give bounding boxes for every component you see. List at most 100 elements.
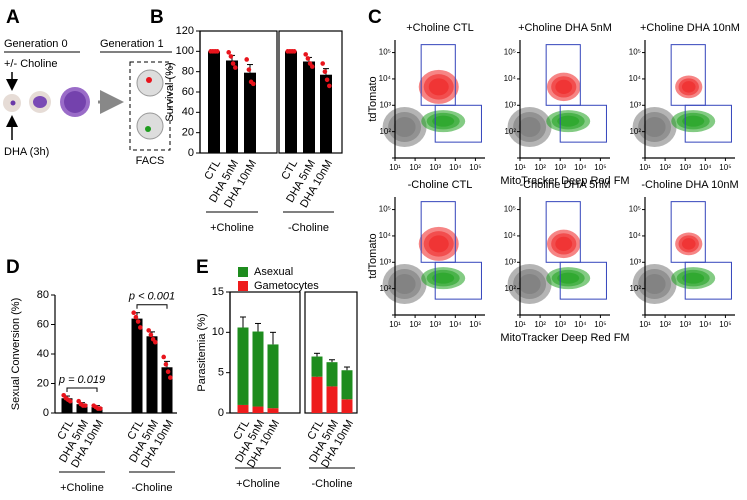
x-tick-label: 10³ xyxy=(679,320,691,329)
y-tick-label: 10⁵ xyxy=(504,205,516,214)
group-frame xyxy=(199,30,278,154)
data-point xyxy=(327,83,332,89)
y-tick-label: 10 xyxy=(212,326,224,338)
y-tick-label: 120 xyxy=(176,25,194,37)
facs-label: FACS xyxy=(136,155,165,167)
bar xyxy=(226,60,238,153)
flow-plot: +Choline DHA 5nM 10¹ 10² 10³ 10⁴ 10⁵ 10² 10³ 10⁴… xyxy=(500,22,629,187)
data-point xyxy=(135,319,141,324)
cell-cloud xyxy=(557,272,580,284)
data-point xyxy=(131,310,136,316)
data-point xyxy=(168,375,173,380)
cell-cloud xyxy=(432,115,455,127)
data-point xyxy=(165,369,171,375)
group-label: +Choline xyxy=(60,482,104,494)
x-tick-label: 10⁴ xyxy=(574,163,587,172)
cell-cloud xyxy=(555,236,573,251)
flow-plot: -Choline CTL 10¹ 10² 10³ 10⁴ 10⁵ 10² 10³ 10⁴ 10⁵ t… xyxy=(367,179,485,329)
y-tick-label: 10⁴ xyxy=(379,231,392,240)
data-point xyxy=(303,52,309,57)
y-tick-label: 10³ xyxy=(379,257,391,266)
panel-a: A Generation 0 Generation 1 +/- Choline … xyxy=(3,7,172,167)
marker xyxy=(145,126,151,132)
cell-cloud xyxy=(518,117,541,138)
data-point xyxy=(83,403,88,408)
gate xyxy=(684,104,732,143)
plot-title: +Choline DHA 10nM xyxy=(640,22,740,34)
generation-label: Generation 0 xyxy=(4,38,68,50)
significance-bracket xyxy=(136,304,168,309)
y-tick-label: 10⁵ xyxy=(629,48,641,57)
x-tick-label: 10² xyxy=(659,320,671,329)
bar-segment xyxy=(326,362,338,387)
x-tick-label: 10¹ xyxy=(514,163,526,172)
y-tick-label: 0 xyxy=(188,147,194,159)
y-tick-label: 80 xyxy=(37,289,49,301)
y-tick-label: 0 xyxy=(218,407,224,419)
bar xyxy=(303,61,315,153)
cell-cloud xyxy=(681,81,696,93)
panel-label: E xyxy=(196,257,209,278)
cell xyxy=(136,112,164,140)
data-point xyxy=(215,49,220,54)
cell xyxy=(136,69,164,97)
data-point xyxy=(68,398,73,404)
x-tick-label: 10² xyxy=(409,320,421,329)
bar-segment xyxy=(311,376,323,413)
flow-plot: -Choline DHA 10nM 10¹ 10² 10³ 10⁴ 10⁵ 10² 10³ 10… xyxy=(629,179,739,329)
x-tick-label: 10¹ xyxy=(514,320,526,329)
x-axis-label: MitoTracker Deep Red FM xyxy=(500,332,629,344)
y-tick-label: 10³ xyxy=(629,257,641,266)
y-axis-label: tdTomato xyxy=(367,233,379,278)
data-point xyxy=(163,362,169,367)
plot-title: +Choline DHA 5nM xyxy=(518,22,612,34)
y-tick-label: 10³ xyxy=(504,100,516,109)
bar-segment xyxy=(326,386,338,413)
bar xyxy=(161,367,173,413)
bar xyxy=(146,336,158,413)
x-tick-label: 10⁴ xyxy=(574,320,587,329)
p-value: p = 0.019 xyxy=(58,374,105,386)
p-value: p < 0.001 xyxy=(128,291,175,303)
bar-segment xyxy=(267,408,279,413)
cell-cloud xyxy=(682,272,705,284)
data-point xyxy=(230,61,236,66)
cell-cloud xyxy=(557,115,580,127)
y-tick-label: 10⁵ xyxy=(504,48,516,57)
cell-cloud xyxy=(643,274,666,295)
data-point xyxy=(146,328,151,333)
cell-cloud xyxy=(681,238,696,250)
gate xyxy=(559,261,607,300)
y-tick-label: 5 xyxy=(218,367,224,379)
y-tick-label: 10³ xyxy=(379,100,391,109)
x-tick-label: 10² xyxy=(534,320,546,329)
plot-title: -Choline DHA 5nM xyxy=(519,179,610,191)
data-point xyxy=(322,69,328,74)
y-tick-label: 10⁴ xyxy=(629,74,642,83)
data-point xyxy=(161,354,166,360)
x-tick-label: 10¹ xyxy=(639,163,651,172)
x-tick-label: 10³ xyxy=(429,163,441,172)
x-axis-label: MitoTracker Deep Red FM xyxy=(500,175,629,187)
y-tick-label: 100 xyxy=(176,45,194,57)
data-point xyxy=(251,81,256,87)
treatment-label: DHA (3h) xyxy=(4,146,49,158)
x-tick-label: 10¹ xyxy=(639,320,651,329)
legend-label: Asexual xyxy=(254,266,293,278)
legend-swatch xyxy=(238,267,248,277)
flow-plot: -Choline DHA 5nM 10¹ 10² 10³ 10⁴ 10⁵ 10² 10³ 10⁴… xyxy=(500,179,629,344)
bar-segment xyxy=(252,331,264,407)
parasite xyxy=(10,100,16,106)
x-tick-label: 10³ xyxy=(554,320,566,329)
panel-label: D xyxy=(6,257,20,278)
plot-title: +Choline CTL xyxy=(406,22,474,34)
legend-swatch xyxy=(238,281,248,291)
group-label: -Choline xyxy=(132,482,173,494)
x-tick-label: 10⁴ xyxy=(699,320,712,329)
marker xyxy=(146,77,152,83)
generation-label: Generation 1 xyxy=(100,38,164,50)
group-label: +Choline xyxy=(210,222,254,234)
x-tick-label: 10⁵ xyxy=(469,320,481,329)
